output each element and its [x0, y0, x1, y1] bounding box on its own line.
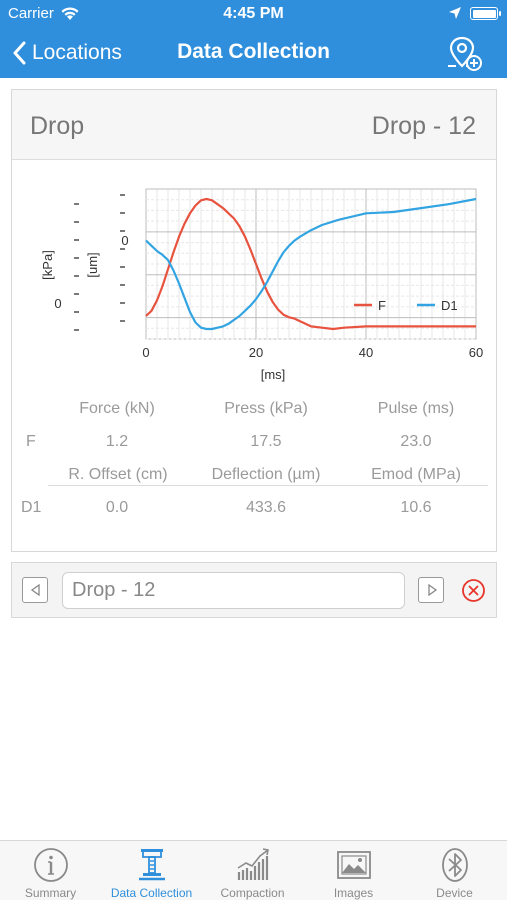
press-header: Press (kPa) [224, 400, 308, 417]
table-divider [48, 485, 488, 486]
x-tick-label: 20 [249, 345, 263, 360]
drop-chart: 0 20 40 60 [ms] [kPa] [um] 0 0 F D1 [12, 161, 496, 393]
chart-legend: F D1 [354, 298, 458, 313]
next-drop-button[interactable] [418, 577, 444, 603]
bluetooth-icon [442, 848, 468, 882]
tab-label: Images [333, 886, 374, 900]
x-tick-label: 0 [142, 345, 149, 360]
x-axis-label: [ms] [261, 367, 286, 382]
chart-lines [145, 197, 477, 331]
back-button-label: Locations [32, 41, 122, 64]
drop-title: Drop [30, 112, 85, 140]
force-value: 1.2 [105, 433, 129, 450]
drop-name-field[interactable] [62, 572, 405, 609]
tab-images[interactable]: Images [303, 841, 404, 901]
location-arrow-icon [449, 7, 461, 19]
drop-results-table: Force (kN) Press (kPa) Pulse (ms) F 1.2 … [12, 393, 496, 551]
offset-header: R. Offset (cm) [68, 466, 168, 483]
tab-bar: Summary Data Collection Compaction Image… [0, 840, 507, 900]
info-icon [34, 848, 68, 882]
drop-card: Drop Drop - 12 0 20 40 60 [ms] [kPa] [um] 0 0 F D… [11, 89, 497, 552]
drop-chart-svg: 0 20 40 60 [ms] [kPa] [um] 0 0 F D1 [40, 188, 483, 382]
pulse-value: 23.0 [400, 433, 432, 450]
add-location-icon[interactable] [444, 32, 486, 74]
y-axis-label-um: [um] [85, 252, 100, 277]
emod-header: Emod (MPa) [371, 466, 461, 483]
status-bar: Carrier 4:45 PM [0, 0, 507, 28]
series-line-f [145, 197, 476, 331]
y-axis-label-kpa: [kPa] [40, 250, 55, 280]
wifi-icon [61, 7, 79, 20]
tab-label: Compaction [220, 886, 285, 900]
deflection-value: 433.6 [245, 499, 287, 516]
drop-card-header: Drop Drop - 12 [12, 90, 496, 160]
deflectometer-icon [139, 849, 165, 881]
y-tick-label: 0 [54, 296, 61, 311]
x-tick-label: 40 [359, 345, 373, 360]
chevron-left-icon [13, 41, 26, 65]
clock: 4:45 PM [223, 5, 284, 22]
pulse-header: Pulse (ms) [377, 400, 455, 417]
tab-label: Data Collection [110, 886, 193, 900]
force-header: Force (kN) [79, 400, 155, 417]
triangle-right-icon [428, 584, 438, 596]
tab-summary[interactable]: Summary [0, 841, 101, 901]
tab-compaction[interactable]: Compaction [202, 841, 303, 901]
press-value: 17.5 [250, 433, 282, 450]
tab-device[interactable]: Device [404, 841, 505, 901]
navigation-bar: Locations Data Collection [0, 28, 507, 78]
back-button[interactable]: Locations [12, 38, 122, 68]
emod-value: 10.6 [400, 499, 432, 516]
drop-name: Drop - 12 [371, 112, 476, 140]
series-line-d1 [145, 197, 477, 331]
triangle-left-icon [30, 584, 40, 596]
chart-grid [145, 188, 477, 340]
legend-label-f: F [378, 298, 386, 313]
page-title: Data Collection [177, 40, 330, 63]
drop-selector [11, 562, 497, 618]
tab-label: Summary [24, 886, 77, 900]
battery-icon [470, 7, 501, 20]
bar-chart-icon [237, 848, 269, 880]
legend-label-d1: D1 [441, 298, 458, 313]
y-tick-label: 0 [121, 233, 128, 248]
carrier-label: Carrier [8, 5, 54, 22]
tab-data-collection[interactable]: Data Collection [101, 841, 202, 901]
row-label-f: F [26, 433, 36, 450]
offset-value: 0.0 [105, 499, 129, 516]
delete-drop-icon[interactable] [461, 578, 486, 603]
tab-label: Device [436, 886, 473, 900]
chart-ticks: 0 20 40 60 [ms] [kPa] [um] 0 0 [40, 194, 483, 382]
deflection-header: Deflection (µm) [211, 466, 321, 483]
row-label-d1: D1 [21, 499, 42, 516]
x-tick-label: 60 [469, 345, 483, 360]
previous-drop-button[interactable] [22, 577, 48, 603]
image-icon [337, 851, 371, 879]
